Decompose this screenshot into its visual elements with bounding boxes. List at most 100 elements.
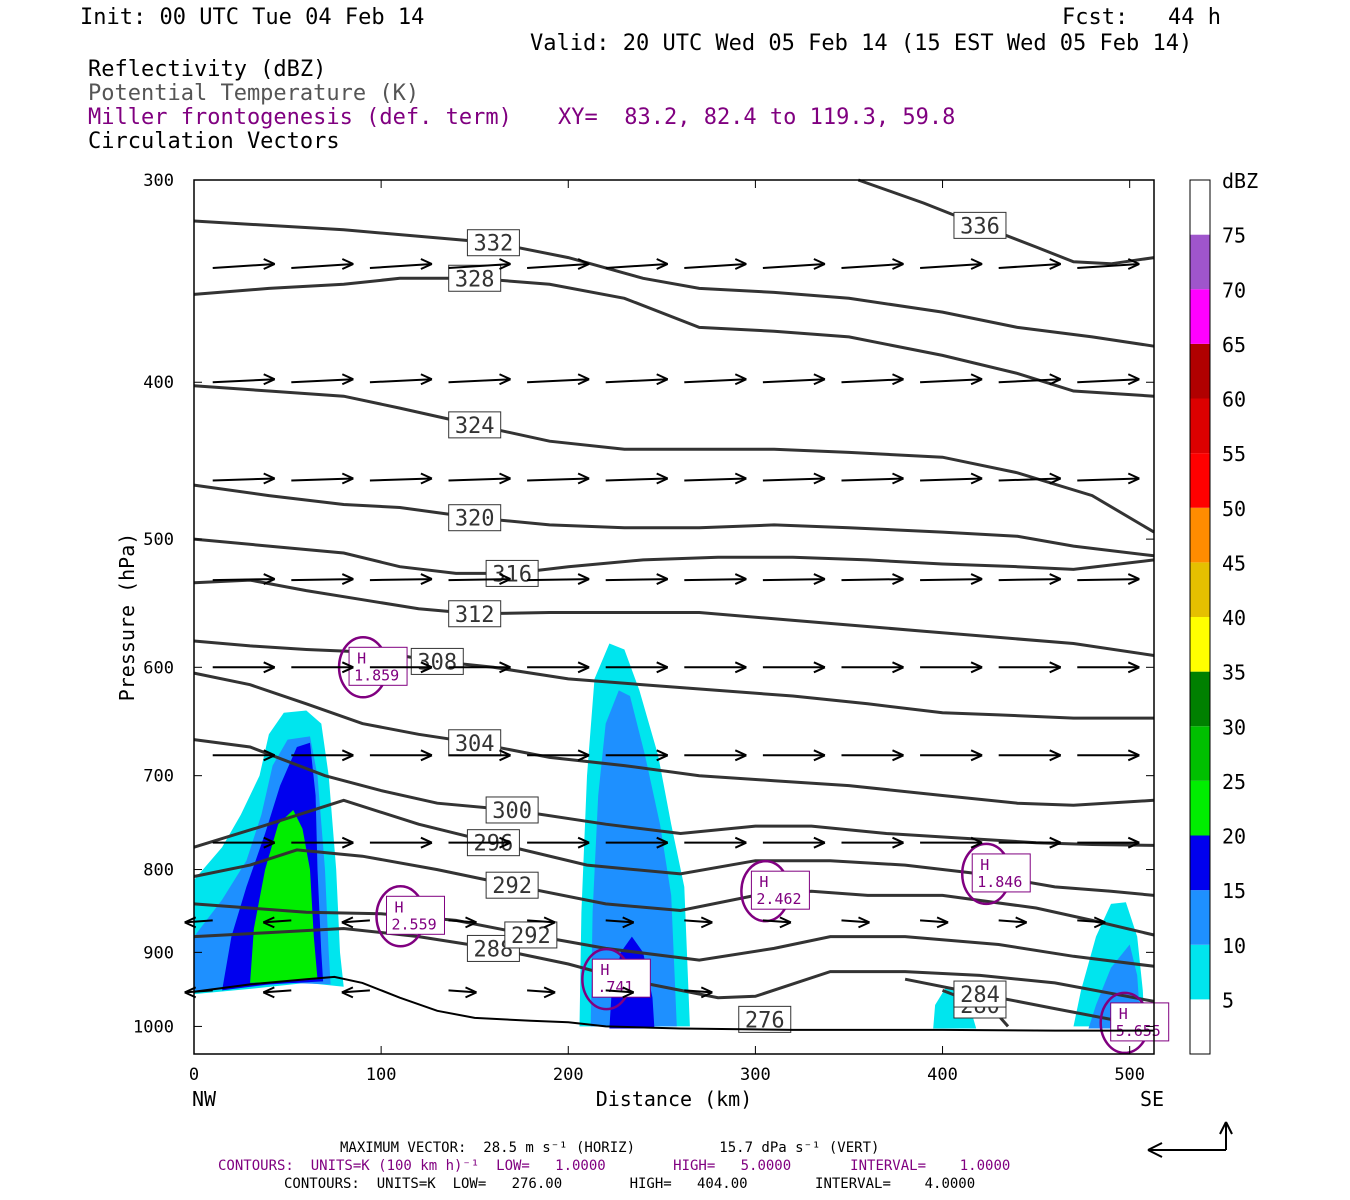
circulation-vector xyxy=(920,578,983,582)
vector-arrowhead xyxy=(970,373,983,386)
theta-label: 312 xyxy=(455,603,495,628)
circulation-vector xyxy=(920,919,949,924)
colorbar-level-label: 15 xyxy=(1222,879,1246,903)
y-tick-label: 800 xyxy=(143,861,174,881)
circulation-vector xyxy=(448,989,477,994)
init-time: Init: 00 UTC Tue 04 Feb 14 xyxy=(80,5,425,30)
colorbar-frame xyxy=(1189,179,1211,1055)
circulation-vector xyxy=(920,262,983,269)
vector-arrowhead xyxy=(341,373,354,386)
theta-contour-316 xyxy=(193,537,1155,575)
theta-contour-336 xyxy=(857,178,1155,266)
vector-arrowhead xyxy=(734,661,747,674)
vector-arrowhead xyxy=(341,916,354,929)
vector-arrowhead xyxy=(1127,472,1140,485)
field-theta: Potential Temperature (K) xyxy=(88,81,420,106)
circulation-vector xyxy=(684,262,747,269)
circulation-vector xyxy=(762,919,791,924)
frontogenesis-label-box xyxy=(750,870,810,910)
colorbar-swatch xyxy=(1190,999,1210,1054)
reflectivity-area xyxy=(590,690,677,1027)
circulation-vector xyxy=(684,989,713,994)
colorbar-swatch xyxy=(1190,890,1210,945)
theta-contour-320 xyxy=(193,483,1155,558)
theta-label: 324 xyxy=(455,414,495,439)
circulation-vector xyxy=(841,578,904,582)
dbz-colorbar: 5 10 15 20 25 30 35 40 45 50 55 60 65 70 75 dBZ xyxy=(1189,169,1258,1055)
circulation-vector xyxy=(1077,262,1140,269)
vector-arrowhead xyxy=(341,749,354,762)
circulation-vector xyxy=(527,262,590,269)
vector-arrowhead xyxy=(1049,836,1062,849)
x-tick-label: 500 xyxy=(1114,1065,1145,1085)
theta-label-box xyxy=(448,411,502,439)
theta-label: 316 xyxy=(492,562,532,587)
theta-contour-324 xyxy=(193,384,1155,534)
colorbar-level-label: 40 xyxy=(1222,606,1246,630)
y-tick-label: 500 xyxy=(143,530,174,550)
vector-arrowhead xyxy=(543,986,556,999)
y-tick-label: 300 xyxy=(143,171,174,191)
vector-arrowhead xyxy=(970,749,983,762)
vector-arrowhead xyxy=(263,472,276,485)
max-vector-text: MAXIMUM VECTOR: 28.5 m s⁻¹ (HORIZ) 15.7 … xyxy=(340,1140,880,1156)
vector-arrowhead xyxy=(341,836,354,849)
theta-contour-312 xyxy=(193,578,1155,657)
vector-arrowhead xyxy=(813,258,826,270)
frontogenesis-max-label: H xyxy=(1119,1005,1128,1023)
vector-arrowhead xyxy=(263,258,276,270)
vector-arrowhead xyxy=(700,986,713,999)
theta-contour-info: CONTOURS: UNITS=K LOW= 276.00 HIGH= 404.… xyxy=(284,1176,976,1192)
vector-arrowhead xyxy=(341,573,354,585)
vector-arrowhead xyxy=(577,472,590,485)
axes-layer: 300 400 500 600 700 800 900 1000 0 100 200 300 400 50… xyxy=(115,171,1164,1111)
vector-arrowhead xyxy=(262,986,275,999)
vector-arrowhead xyxy=(813,661,826,674)
vector-arrowhead xyxy=(734,373,747,386)
vector-arrowhead xyxy=(734,472,747,485)
vector-arrowhead xyxy=(420,573,433,585)
terrain-layer xyxy=(193,975,1154,1032)
vector-arrowhead xyxy=(970,472,983,485)
theta-label: 328 xyxy=(455,267,495,292)
vector-arrowhead xyxy=(465,986,477,999)
frontogenesis-max-label: H xyxy=(357,649,366,667)
vector-arrowhead xyxy=(499,836,511,849)
theta-contour-layer: 2762802842882922922963003043083123163203… xyxy=(193,178,1155,1033)
vector-arrowhead xyxy=(420,661,433,674)
circulation-vector xyxy=(841,477,904,482)
frontogenesis-max-value: 2.462 xyxy=(756,890,801,908)
theta-label-box xyxy=(953,211,1007,239)
circulation-vector xyxy=(263,989,292,994)
vector-arrowhead xyxy=(656,472,669,485)
circulation-vector xyxy=(341,989,370,994)
field-reflectivity: Reflectivity (dBZ) xyxy=(88,57,327,82)
colorbar-swatch xyxy=(1190,507,1210,563)
colorbar-level-label: 45 xyxy=(1222,551,1246,575)
vector-arrowhead xyxy=(341,661,354,674)
colorbar-swatch xyxy=(1190,671,1210,727)
circulation-vector xyxy=(605,989,634,994)
circulation-vector xyxy=(920,477,983,482)
circulation-vector xyxy=(1077,578,1140,582)
y-tick-label: 900 xyxy=(143,943,174,963)
circulation-vector xyxy=(212,578,275,582)
vector-arrowhead xyxy=(1015,916,1028,929)
frontogenesis-label-box xyxy=(1110,1002,1170,1042)
colorbar-swatch xyxy=(1190,398,1210,454)
vector-arrowhead xyxy=(1127,661,1140,674)
x-tick-label: 0 xyxy=(189,1065,199,1085)
frontogenesis-max-label: H xyxy=(394,898,403,916)
circulation-vector xyxy=(920,378,983,384)
circulation-vector xyxy=(998,262,1061,269)
vector-arrowhead xyxy=(499,373,511,386)
circulation-vector xyxy=(369,262,432,269)
circulation-vector xyxy=(527,919,556,924)
vector-arrowhead xyxy=(499,258,511,270)
circulation-vector xyxy=(291,378,354,384)
circulation-vector xyxy=(341,919,370,924)
vector-arrowhead xyxy=(577,373,590,386)
theta-contour-300 xyxy=(193,738,1155,847)
vector-arrowhead xyxy=(499,661,511,674)
vector-arrowhead xyxy=(577,573,590,585)
